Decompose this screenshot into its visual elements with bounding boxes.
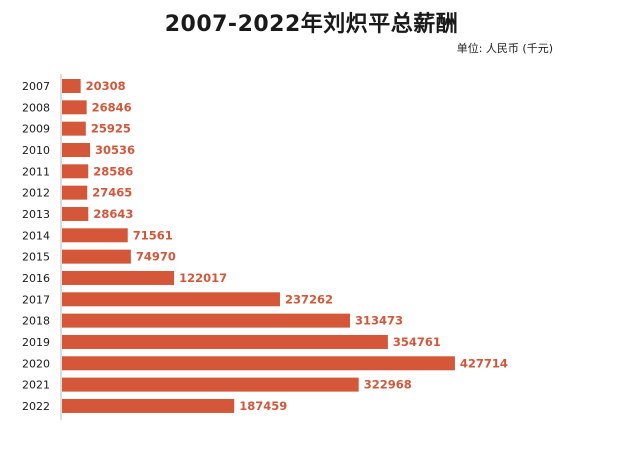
bar bbox=[62, 249, 131, 264]
bar bbox=[62, 164, 89, 179]
bar bbox=[62, 313, 350, 328]
bar bbox=[62, 292, 280, 307]
y-tick-label: 2013 bbox=[22, 208, 50, 221]
bar bbox=[62, 356, 455, 371]
y-tick-label: 2015 bbox=[22, 251, 50, 264]
y-tick-label: 2014 bbox=[22, 229, 50, 242]
y-tick-label: 2016 bbox=[22, 272, 50, 285]
data-label: 237262 bbox=[285, 292, 333, 306]
chart-title: 2007-2022年刘炽平总薪酬 bbox=[164, 12, 459, 37]
bar bbox=[62, 270, 175, 285]
y-tick-label: 2012 bbox=[22, 187, 50, 200]
data-label: 30536 bbox=[95, 143, 135, 157]
data-label: 322968 bbox=[364, 378, 412, 392]
bar bbox=[62, 334, 388, 349]
y-tick-label: 2010 bbox=[22, 144, 50, 157]
y-tick-label: 2017 bbox=[22, 293, 50, 306]
data-label: 71561 bbox=[133, 228, 173, 242]
data-label: 187459 bbox=[239, 399, 287, 413]
data-label: 27465 bbox=[92, 186, 132, 200]
data-label: 74970 bbox=[136, 250, 176, 264]
data-label: 313473 bbox=[355, 314, 403, 328]
data-label: 122017 bbox=[179, 271, 227, 285]
y-tick-label: 2018 bbox=[22, 315, 50, 328]
bar bbox=[62, 377, 359, 392]
data-label: 20308 bbox=[86, 79, 126, 93]
y-tick-label: 2009 bbox=[22, 123, 50, 136]
y-tick-label: 2020 bbox=[22, 357, 50, 370]
y-tick-label: 2011 bbox=[22, 165, 50, 178]
bar bbox=[62, 100, 87, 115]
y-tick-label: 2019 bbox=[22, 336, 50, 349]
bar bbox=[62, 206, 89, 221]
bars-layer: 2007 20308 2008 26846 2009 25925 2010 30536 2011… bbox=[22, 79, 508, 413]
bar bbox=[62, 398, 235, 413]
bar bbox=[62, 185, 88, 200]
y-tick-label: 2021 bbox=[22, 379, 50, 392]
bar bbox=[62, 79, 81, 93]
data-label: 25925 bbox=[91, 122, 131, 136]
data-label: 28586 bbox=[93, 164, 133, 178]
unit-label: 单位: 人民币 (千元) bbox=[456, 42, 553, 55]
data-label: 26846 bbox=[92, 100, 132, 114]
y-tick-label: 2022 bbox=[22, 400, 50, 413]
data-label: 427714 bbox=[460, 356, 508, 370]
y-tick-label: 2007 bbox=[22, 80, 50, 93]
bar bbox=[62, 121, 86, 136]
data-label: 28643 bbox=[93, 207, 133, 221]
data-label: 354761 bbox=[393, 335, 441, 349]
bar bbox=[62, 142, 91, 157]
y-tick-label: 2008 bbox=[22, 101, 50, 114]
bar bbox=[62, 228, 128, 243]
